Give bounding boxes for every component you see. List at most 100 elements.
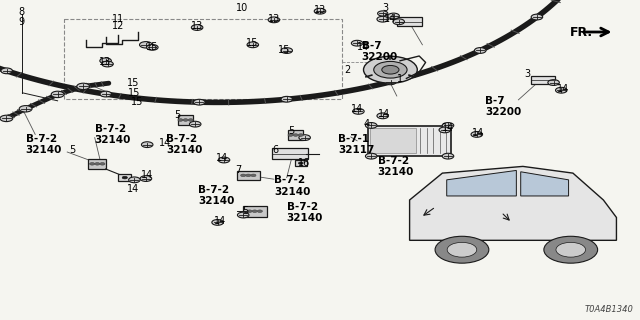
Circle shape [447,242,477,257]
Circle shape [288,134,293,136]
Circle shape [351,40,363,46]
Circle shape [178,119,183,121]
Circle shape [556,87,567,93]
Text: 5: 5 [242,205,248,216]
Circle shape [191,25,203,30]
Text: B-7
32200: B-7 32200 [485,96,522,117]
Circle shape [95,163,100,165]
Circle shape [237,212,249,218]
Bar [178,115,193,125]
Text: 14: 14 [351,104,363,114]
Bar [531,76,555,84]
Circle shape [241,174,246,177]
Circle shape [531,14,543,20]
Text: 14: 14 [357,42,369,52]
Text: 15: 15 [128,88,140,98]
Circle shape [51,91,64,98]
Bar [88,159,106,169]
Circle shape [365,123,377,128]
Circle shape [378,11,388,16]
Circle shape [382,66,399,74]
Text: 14: 14 [159,138,171,148]
Circle shape [298,162,303,164]
Text: 8: 8 [18,7,24,17]
Circle shape [377,16,388,22]
Bar [370,128,416,154]
Circle shape [251,174,256,177]
Text: 12: 12 [112,21,124,31]
Text: 14: 14 [141,170,153,180]
Circle shape [257,210,262,212]
Circle shape [556,242,586,257]
Circle shape [393,19,404,25]
Circle shape [100,91,111,97]
Text: 7: 7 [236,164,242,175]
Text: 4: 4 [364,119,370,129]
Circle shape [365,153,377,159]
Circle shape [122,176,127,179]
Text: 11: 11 [112,14,124,24]
Circle shape [100,163,105,165]
Circle shape [247,210,252,212]
Text: B-7-2
32140: B-7-2 32140 [378,156,414,177]
Text: 5: 5 [174,109,180,120]
Bar [288,130,303,140]
Text: FR.: FR. [570,26,593,38]
Bar [243,206,267,217]
Text: B-7-2
32140: B-7-2 32140 [26,134,62,155]
Text: 1: 1 [397,74,403,84]
Circle shape [544,236,598,263]
Circle shape [314,8,326,14]
Circle shape [442,153,454,159]
Circle shape [435,236,489,263]
Text: 9: 9 [18,17,24,27]
Circle shape [188,119,193,121]
Circle shape [385,79,396,85]
Circle shape [1,68,12,74]
Text: 14: 14 [472,128,484,138]
Circle shape [299,135,310,140]
Polygon shape [410,166,616,240]
Circle shape [189,121,201,127]
Polygon shape [447,171,516,196]
Text: B-7-2
32140: B-7-2 32140 [95,124,131,145]
Circle shape [246,174,251,177]
Bar [64,19,342,99]
Circle shape [471,132,483,137]
Text: 15: 15 [278,44,291,55]
Circle shape [147,44,158,50]
Text: B-7-2
32140: B-7-2 32140 [274,175,310,196]
Circle shape [388,13,399,19]
Polygon shape [521,172,568,196]
Circle shape [439,127,451,133]
Circle shape [77,83,90,90]
Circle shape [474,48,486,53]
Circle shape [377,113,388,119]
Circle shape [141,142,153,148]
Text: 14: 14 [557,84,569,94]
Circle shape [193,99,205,105]
Circle shape [218,157,230,163]
Circle shape [281,96,292,102]
Text: 15: 15 [246,38,259,48]
Circle shape [374,61,407,78]
Circle shape [268,17,280,23]
Text: 14: 14 [384,13,396,24]
Circle shape [548,80,559,85]
Text: 13: 13 [268,13,280,24]
Circle shape [353,108,364,114]
Bar [368,126,451,156]
Circle shape [183,119,188,121]
Circle shape [19,106,32,112]
Text: 6: 6 [272,145,278,155]
Circle shape [102,61,113,67]
Circle shape [212,220,223,225]
Circle shape [364,56,417,83]
Circle shape [140,42,152,48]
Bar [397,17,422,26]
Text: 14: 14 [216,153,228,164]
Circle shape [293,134,298,136]
Text: B-7
32200: B-7 32200 [362,41,398,62]
Text: 13: 13 [314,4,326,15]
Text: B-7-1
32117: B-7-1 32117 [338,134,374,155]
